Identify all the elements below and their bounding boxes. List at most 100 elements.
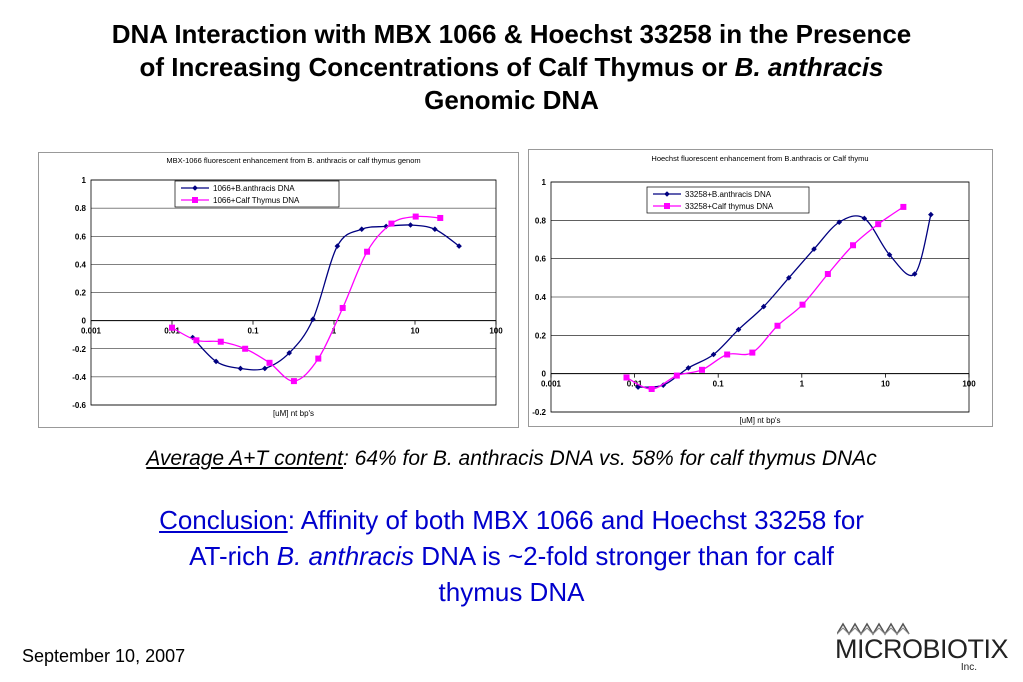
y-tick-label: 0.2	[535, 331, 547, 340]
y-tick-label: 0	[82, 317, 87, 326]
x-tick-label: 0.1	[713, 380, 725, 389]
legend-marker	[192, 197, 198, 203]
logo-wave-icon	[837, 622, 910, 636]
conclusion-line-2: AT-rich B. anthracis DNA is ~2-fold stro…	[60, 538, 963, 574]
data-point	[286, 350, 293, 356]
data-point	[824, 271, 831, 277]
legend-label: 1066+Calf Thymus DNA	[213, 196, 300, 205]
y-tick-label: 0.4	[75, 260, 87, 269]
data-point	[169, 324, 175, 331]
x-tick-label: 0.1	[247, 327, 259, 336]
conclusion-line-3: thymus DNA	[438, 577, 585, 607]
y-tick-label: -0.6	[72, 401, 86, 410]
data-point	[861, 215, 868, 222]
y-tick-label: -0.2	[72, 345, 86, 354]
average-at-content: Average A+T content: 64% for B. anthraci…	[0, 447, 1023, 471]
data-point	[388, 220, 395, 227]
x-tick-label: 10	[881, 380, 890, 389]
data-point	[383, 223, 389, 230]
data-point	[900, 203, 907, 210]
data-point	[648, 386, 655, 392]
data-point	[213, 358, 219, 365]
data-point	[358, 226, 365, 233]
data-point	[623, 374, 630, 381]
x-tick-label: 0.001	[81, 327, 102, 336]
average-text: : 64% for B. anthracis DNA vs. 58% for c…	[342, 447, 877, 470]
data-point	[456, 243, 462, 249]
series-line	[638, 214, 932, 388]
data-point	[217, 338, 224, 345]
data-point	[735, 326, 742, 333]
chart-title: MBX-1066 fluorescent enhancement from B.…	[166, 156, 420, 165]
data-point	[262, 365, 268, 372]
data-point	[799, 301, 806, 308]
chart-title: Hoechst fluorescent enhancement from B.a…	[651, 154, 868, 163]
data-point	[710, 351, 717, 358]
data-point	[685, 365, 692, 371]
conclusion: Conclusion: Affinity of both MBX 1066 an…	[60, 502, 963, 610]
x-tick-label: 0.01	[164, 327, 180, 336]
data-point	[698, 366, 705, 373]
y-tick-label: -0.2	[532, 408, 546, 417]
y-tick-label: 0	[542, 370, 547, 379]
data-point	[432, 226, 438, 233]
data-point	[749, 349, 756, 356]
data-point	[412, 213, 419, 220]
legend-marker	[192, 185, 198, 191]
data-point	[875, 221, 882, 228]
x-axis-label: [uM] nt bp's	[273, 409, 314, 418]
plot-area	[90, 179, 497, 406]
data-point	[339, 304, 346, 311]
y-tick-label: 0.6	[75, 232, 87, 241]
conclusion-line-1: Conclusion: Affinity of both MBX 1066 an…	[60, 502, 963, 538]
conclusion-part-2a: AT-rich	[189, 541, 277, 571]
y-tick-label: 1	[82, 176, 87, 185]
title-line-2a: of Increasing Concentrations of Calf Thy…	[139, 52, 735, 82]
data-point	[850, 242, 857, 249]
conclusion-label: Conclusion	[159, 505, 288, 535]
x-tick-label: 10	[411, 327, 420, 336]
mbx-chart-svg: MBX-1066 fluorescent enhancement from B.…	[72, 156, 503, 418]
title-line-2: of Increasing Concentrations of Calf Thy…	[20, 51, 1003, 84]
data-point	[673, 372, 680, 379]
y-tick-label: 0.4	[535, 293, 547, 302]
y-tick-label: 0.6	[535, 255, 547, 264]
series-line	[171, 215, 441, 382]
conclusion-part-2c: DNA is ~2-fold stronger than for calf	[414, 541, 834, 571]
x-tick-label: 1	[800, 380, 805, 389]
data-point	[811, 246, 817, 252]
data-point	[315, 355, 322, 362]
title-line-2b: B. anthracis	[734, 52, 884, 82]
data-point	[237, 365, 244, 372]
y-tick-label: 0.2	[75, 289, 87, 298]
series-line	[626, 206, 904, 390]
logo-suffix: Inc.	[960, 662, 977, 673]
x-tick-label: 0.001	[541, 380, 562, 389]
data-point	[407, 222, 414, 228]
data-point	[724, 351, 731, 358]
data-point	[290, 378, 297, 385]
data-point	[660, 382, 667, 388]
legend-box	[646, 186, 810, 214]
plot-area	[550, 181, 970, 413]
microbiotix-logo: MICROBIOTIX Inc.	[833, 620, 1009, 673]
data-point	[928, 211, 934, 218]
conclusion-part-2b: B. anthracis	[276, 541, 415, 571]
x-tick-label: 100	[962, 380, 976, 389]
x-tick-label: 1	[332, 327, 337, 336]
legend-box	[174, 180, 340, 208]
y-tick-label: -0.4	[72, 373, 86, 382]
data-point	[911, 271, 918, 277]
hoechst-chart-svg: Hoechst fluorescent enhancement from B.a…	[532, 154, 976, 425]
data-point	[836, 219, 842, 226]
data-point	[786, 275, 792, 281]
title-line-3: Genomic DNA	[424, 85, 599, 115]
footer-date: September 10, 2007	[22, 646, 186, 666]
data-point	[774, 322, 781, 329]
data-point	[437, 214, 444, 221]
x-tick-label: 0.01	[627, 380, 643, 389]
data-point	[193, 337, 200, 344]
data-point	[266, 359, 273, 366]
data-point	[334, 243, 341, 249]
data-point	[242, 345, 249, 352]
